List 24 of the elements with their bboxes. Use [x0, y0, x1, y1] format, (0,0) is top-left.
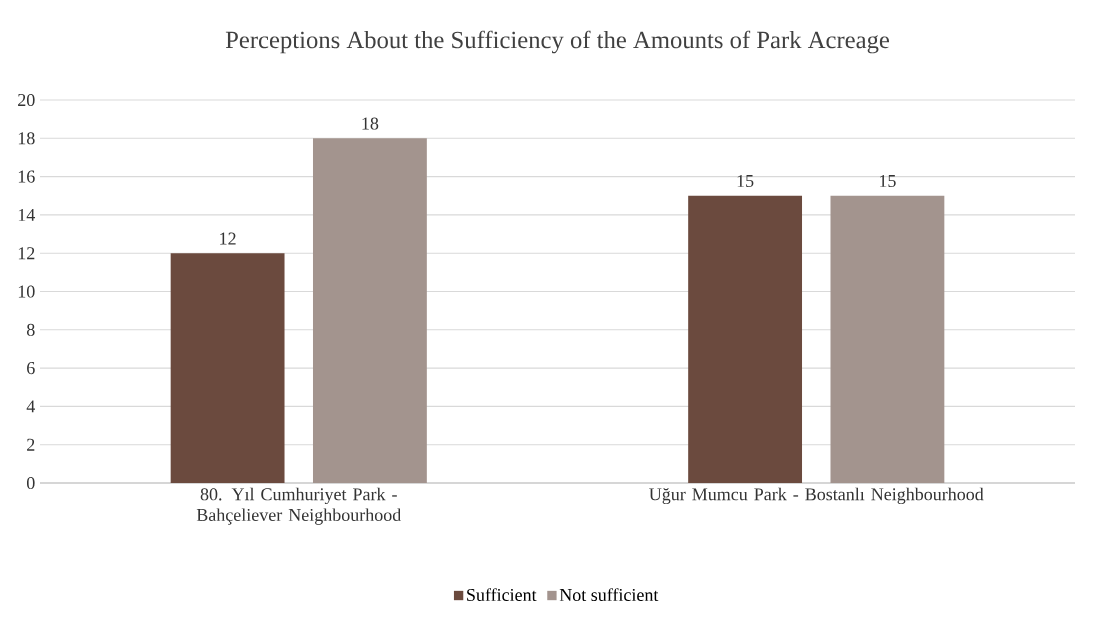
data-label: 18: [362, 117, 379, 130]
y-tick-label: 6: [27, 362, 35, 375]
y-tick-label: 12: [18, 247, 35, 260]
bar: [830, 195, 945, 483]
bar: [688, 195, 803, 483]
data-label: 12: [220, 232, 236, 245]
y-tick-label: 2: [27, 438, 35, 451]
x-tick-label: Uğur Mumcu Park - Bostanlı Neighbourhood: [649, 487, 984, 505]
x-tick-label: 80. Yıl Cumhuriyet Park - Bahçeliever Neighbourhood: [196, 487, 402, 525]
chart-title: Perceptions About the Sufficiency of the Amounts of Park Acreage: [225, 30, 890, 54]
y-tick-label: 8: [26, 323, 35, 336]
data-label: 15: [880, 174, 896, 188]
y-tick-label: 10: [18, 285, 35, 298]
y-tick-label: 18: [18, 132, 35, 145]
bar: [312, 138, 427, 483]
y-tick-label: 14: [18, 208, 36, 221]
bar: [170, 253, 285, 483]
y-tick-label: 4: [26, 400, 36, 413]
data-label: 15: [737, 174, 754, 188]
legend-label: Sufficient: [467, 588, 537, 602]
legend-label: Not sufficient: [559, 588, 659, 602]
y-tick-label: 0: [26, 476, 35, 490]
y-tick-label: 20: [18, 93, 35, 107]
y-tick-label: 16: [18, 170, 35, 183]
